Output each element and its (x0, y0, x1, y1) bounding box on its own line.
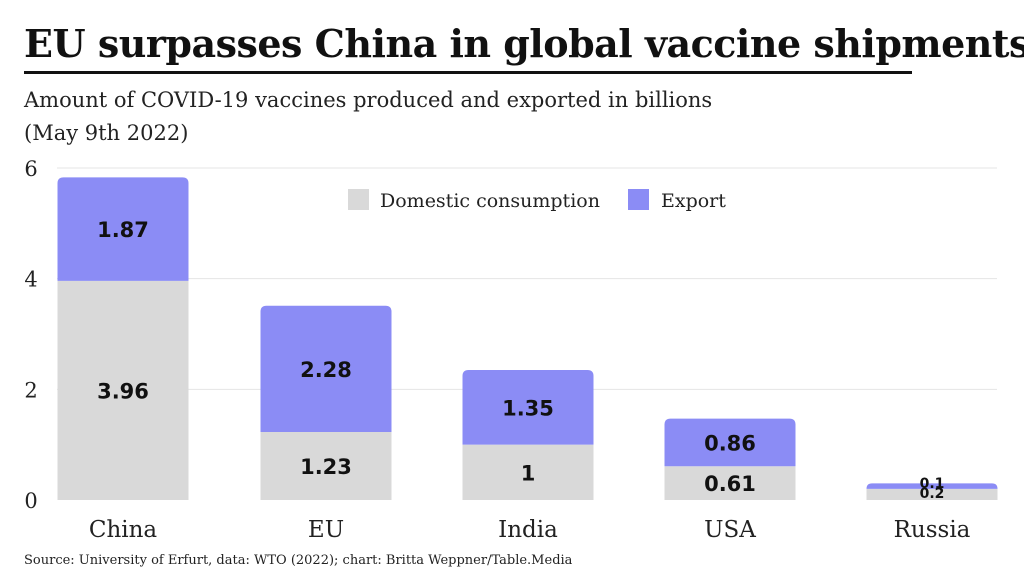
chart-subtitle: Amount of COVID-19 vaccines produced and… (24, 84, 712, 150)
value-label-domestic: 1.23 (300, 455, 352, 479)
legend-label-domestic: Domestic consumption (380, 190, 600, 212)
x-category-label: Russia (894, 517, 971, 543)
y-tick-label: 6 (24, 157, 37, 181)
value-label-export: 0.86 (704, 431, 756, 455)
subtitle-line-2: (May 9th 2022) (24, 121, 189, 145)
chart-title: EU surpasses China in global vaccine shi… (24, 21, 1024, 66)
bar-domestic-russia (866, 488, 998, 500)
value-label-export: 1.35 (502, 396, 554, 420)
bar-export-usa (664, 418, 796, 467)
title-underline (24, 71, 912, 74)
x-category-label: India (498, 517, 558, 543)
bar-domestic-china (57, 280, 189, 500)
bar-domestic-india (462, 444, 594, 500)
source-note: Source: University of Erfurt, data: WTO … (24, 553, 573, 568)
bar-domestic-usa (664, 466, 796, 500)
bar-export-russia (866, 483, 998, 489)
value-label-export: 1.87 (97, 218, 149, 242)
value-label-domestic: 3.96 (97, 379, 149, 403)
value-label-domestic: 0.61 (704, 472, 756, 496)
value-label-export: 0.1 (920, 476, 945, 492)
x-category-label: China (89, 517, 158, 543)
y-tick-label: 2 (24, 378, 37, 402)
x-category-label: USA (704, 517, 756, 543)
value-label-export: 2.28 (300, 358, 352, 382)
bar-export-india (462, 369, 594, 445)
legend-swatch-domestic (348, 189, 369, 210)
bar-domestic-eu (260, 431, 392, 500)
bar-export-china (57, 177, 189, 281)
value-label-domestic: 1 (521, 461, 536, 485)
x-category-label: EU (308, 517, 344, 543)
y-tick-label: 4 (24, 268, 37, 292)
subtitle-line-1: Amount of COVID-19 vaccines produced and… (24, 88, 713, 112)
legend-swatch-export (628, 189, 649, 210)
y-tick-label: 0 (24, 489, 37, 513)
value-label-domestic: 0.2 (920, 486, 945, 502)
bar-export-eu (260, 305, 392, 432)
legend-label-export: Export (661, 190, 726, 212)
